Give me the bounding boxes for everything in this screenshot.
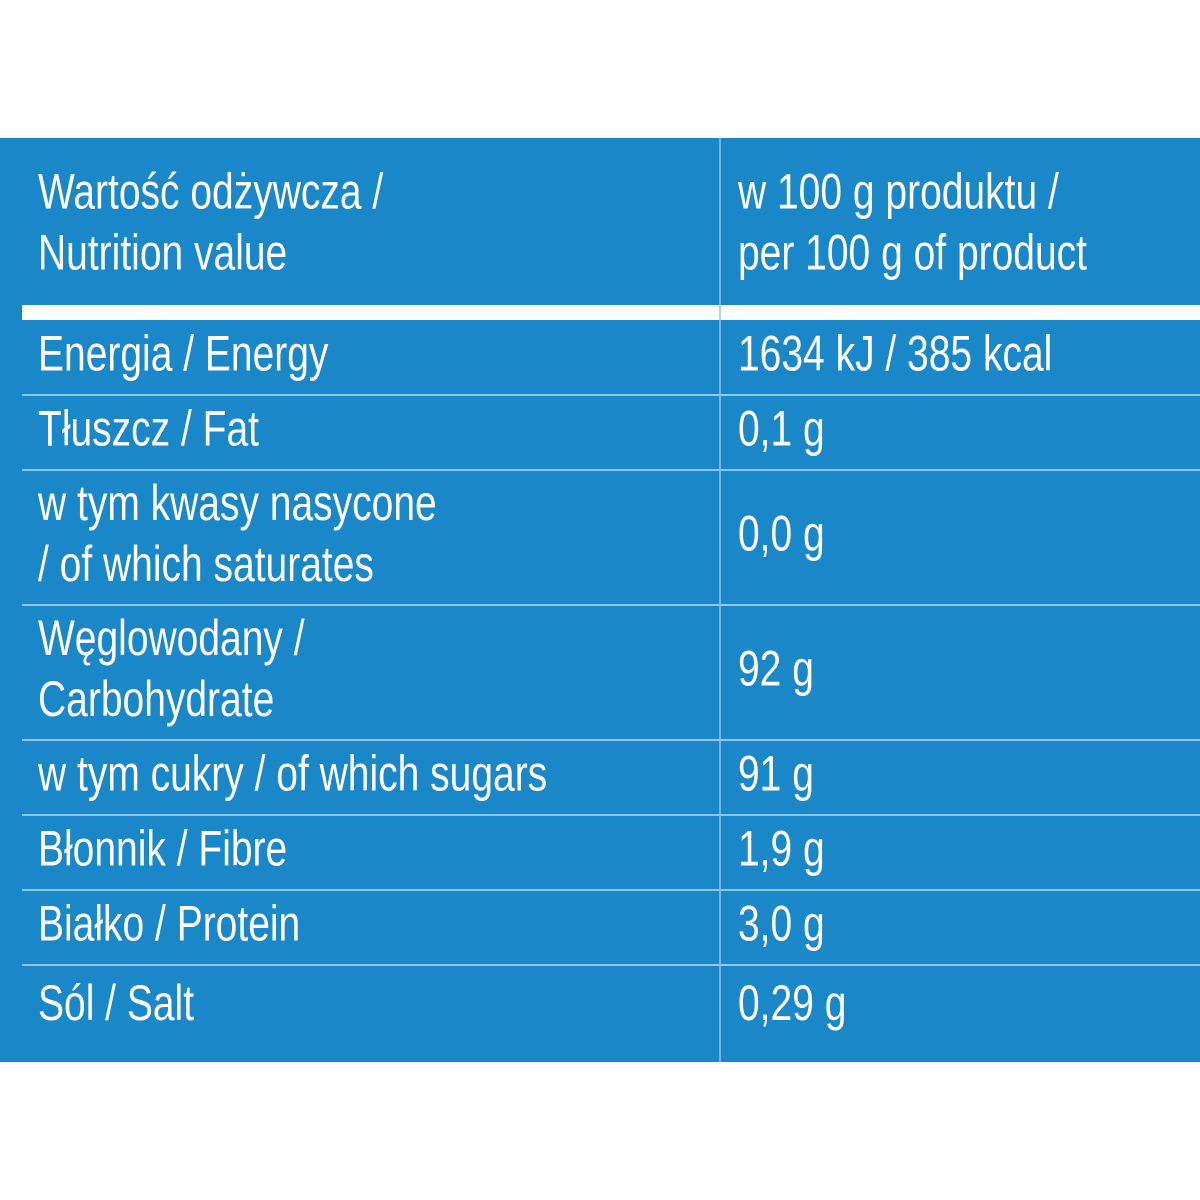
- row-label: Błonnik / Fibre: [38, 820, 287, 877]
- row-label: w tym kwasy nasycone: [37, 474, 437, 531]
- row-label: Węglowodany /: [38, 609, 305, 666]
- row-value: 91 g: [738, 745, 814, 802]
- row-value: 3,0 g: [738, 895, 825, 952]
- row-label: Białko / Protein: [38, 895, 300, 952]
- row-label: Carbohydrate: [38, 670, 274, 727]
- row-label: Tłuszcz / Fat: [38, 400, 259, 457]
- row-label: / of which saturates: [38, 535, 374, 592]
- header-label: Nutrition value: [38, 224, 287, 281]
- row-value: 0,0 g: [738, 505, 825, 562]
- row-value: 0,29 g: [738, 974, 846, 1031]
- row-label: Energia / Energy: [38, 325, 329, 382]
- header-label: per 100 g of product: [738, 224, 1087, 281]
- table-panel: [0, 138, 1200, 1062]
- header-divider: [22, 305, 1200, 320]
- row-label: Sól / Salt: [38, 974, 195, 1031]
- row-label: w tym cukry / of which sugars: [37, 745, 547, 802]
- row-value: 0,1 g: [738, 400, 825, 457]
- header-label: w 100 g produktu /: [737, 163, 1059, 220]
- header-label: Wartość odżywcza /: [38, 163, 384, 220]
- row-value: 92 g: [738, 640, 814, 697]
- row-value: 1634 kJ / 385 kcal: [738, 325, 1052, 382]
- row-value: 1,9 g: [738, 820, 825, 877]
